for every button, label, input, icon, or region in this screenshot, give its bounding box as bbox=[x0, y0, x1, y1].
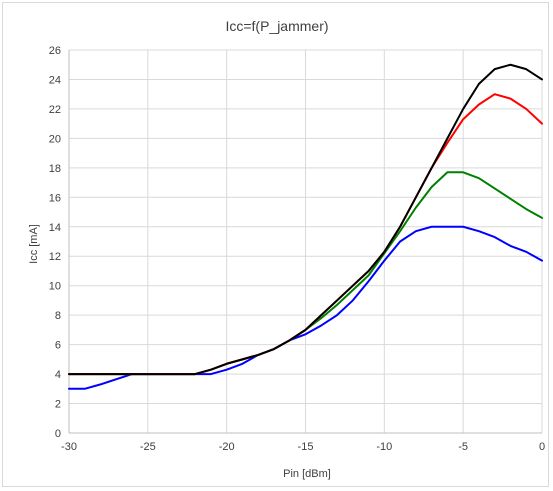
y-tick-label: 24 bbox=[49, 74, 61, 86]
y-axis-label: Icc [mA] bbox=[28, 224, 40, 264]
y-tick-label: 6 bbox=[55, 340, 61, 352]
y-tick-label: 20 bbox=[49, 133, 61, 145]
y-tick-label: 8 bbox=[55, 310, 61, 322]
x-tick-label: -15 bbox=[298, 441, 314, 453]
chart-frame: Icc=f(P_jammer) 0 2 4 6 8 10 12 14 16 18 20 22 24 26-… bbox=[2, 2, 549, 487]
y-tick-label: 14 bbox=[49, 222, 61, 234]
y-tick-label: 0 bbox=[55, 428, 61, 440]
x-tick-label: -20 bbox=[219, 441, 235, 453]
y-tick-label: 4 bbox=[55, 369, 61, 381]
x-tick-label: -10 bbox=[376, 441, 392, 453]
x-tick-label: -25 bbox=[140, 441, 156, 453]
x-tick-label: 0 bbox=[539, 441, 545, 453]
y-tick-label: 22 bbox=[49, 104, 61, 116]
x-tick-label: -5 bbox=[458, 441, 468, 453]
series-line-4 bbox=[68, 63, 543, 376]
chart-title: Icc=f(P_jammer) bbox=[225, 18, 328, 34]
y-tick-label: 2 bbox=[55, 399, 61, 411]
x-tick-label: -30 bbox=[61, 441, 77, 453]
y-tick-label: 26 bbox=[49, 45, 61, 57]
axes bbox=[68, 50, 542, 434]
y-tick-label: 10 bbox=[49, 281, 61, 293]
y-tick-label: 16 bbox=[49, 192, 61, 204]
y-tick-label: 18 bbox=[49, 163, 61, 175]
y-tick-label: 12 bbox=[49, 251, 61, 263]
gridlines bbox=[69, 49, 543, 433]
x-axis-label: Pin [dBm] bbox=[283, 468, 331, 480]
line-chart: Icc=f(P_jammer) 02468101214161820222426-… bbox=[28, 18, 545, 480]
series-lines bbox=[68, 63, 543, 390]
